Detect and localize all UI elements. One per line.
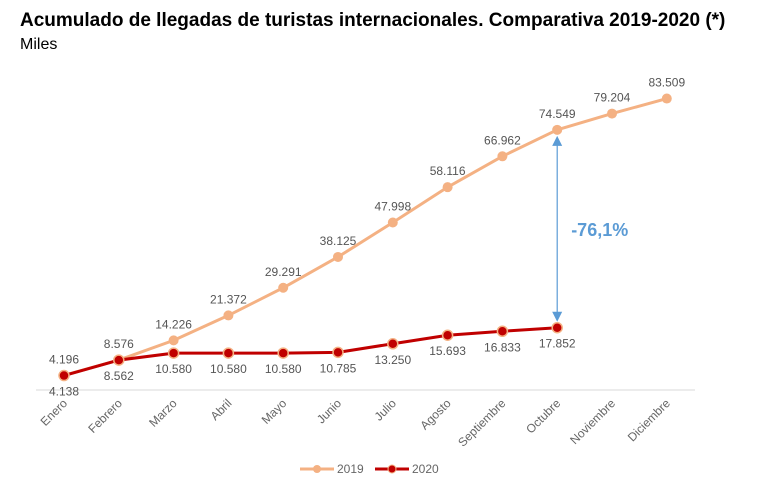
- series-2020-point: [441, 329, 454, 341]
- x-tick-label: Abril: [208, 396, 235, 423]
- legend-2020-label: 2020: [412, 462, 439, 476]
- x-tick-label: Enero: [38, 396, 71, 429]
- series-2019-data-label: 14.226: [155, 317, 192, 331]
- series-2019-point: [552, 124, 563, 135]
- x-tick-label: Octubre: [523, 396, 563, 436]
- series-2020-data-label: 10.580: [210, 362, 247, 376]
- series-2020-point: [332, 346, 344, 359]
- legend-2019-label: 2019: [337, 462, 364, 476]
- x-tick-label: Septiembre: [455, 396, 509, 450]
- series-2020-point: [387, 338, 399, 350]
- legend-2020-marker: [387, 464, 397, 474]
- x-tick-label: Julio: [372, 396, 400, 424]
- series-2020-point: [113, 354, 125, 366]
- series-2020-data-label: 13.250: [374, 353, 411, 367]
- series-2019-data-label: 79.204: [594, 91, 631, 105]
- series-2020-data-label: 4.138: [49, 385, 79, 399]
- x-tick-label: Febrero: [85, 396, 125, 436]
- series-2019-point: [387, 217, 398, 228]
- series-2020-point: [496, 325, 509, 338]
- series-2019-point: [661, 93, 672, 104]
- series-2019-data-label: 47.998: [374, 199, 411, 213]
- x-tick-label: Diciembre: [625, 396, 673, 444]
- series-2019-data-label: 4.196: [49, 352, 79, 366]
- series-2020-data-label: 10.785: [320, 361, 357, 375]
- series-2020-point: [58, 369, 70, 382]
- series-2019-point: [333, 251, 343, 262]
- series-2019-data-label: 29.291: [265, 265, 302, 279]
- legend-2019-marker: [313, 465, 321, 473]
- chart-title: Acumulado de llegadas de turistas intern…: [20, 10, 726, 31]
- series-2020-data-label: 16.833: [484, 340, 521, 354]
- series-2019-line: [63, 97, 668, 377]
- series-2019-point: [442, 182, 453, 193]
- annotation-arrow-head-down: [552, 311, 563, 322]
- series-2019-data-label: 74.549: [539, 107, 576, 121]
- series-2020-data-label: 10.580: [155, 362, 192, 376]
- series-2019-point: [497, 151, 508, 162]
- series-2019-data-label: 58.116: [430, 164, 466, 178]
- x-tick-label: Junio: [314, 396, 344, 426]
- series-2020-data-label: 10.580: [265, 362, 302, 376]
- series-2019-point: [607, 108, 617, 119]
- series-2020-point: [222, 347, 235, 359]
- series-2019-data-label: 21.372: [210, 292, 247, 306]
- series-2019-point: [223, 310, 234, 321]
- chart-subtitle: Miles: [20, 36, 58, 53]
- series-2019-data-label: 8.576: [104, 337, 134, 351]
- annotation-arrow-head-up: [552, 135, 563, 146]
- x-tick-label: Mayo: [259, 396, 290, 427]
- series-2019-point: [278, 282, 289, 293]
- series-2020-data-label: 8.562: [104, 369, 134, 383]
- x-tick-label: Noviembre: [567, 396, 618, 447]
- series-2020-data-label: 15.693: [429, 344, 466, 358]
- x-tick-label: Agosto: [417, 396, 454, 433]
- series-2020-data-label: 17.852: [539, 337, 576, 351]
- series-2019-data-label: 83.509: [648, 76, 685, 90]
- series-2019-data-label: 38.125: [320, 234, 357, 248]
- series-2020-point: [277, 347, 289, 359]
- series-2020-point: [551, 321, 563, 334]
- x-tick-label: Marzo: [146, 396, 180, 430]
- series-2020-point: [167, 347, 180, 359]
- series-2019-point: [168, 335, 179, 346]
- annotation-label: -76,1%: [571, 220, 628, 240]
- series-2019-data-label: 66.962: [484, 133, 521, 147]
- series-2020-line: [63, 326, 558, 378]
